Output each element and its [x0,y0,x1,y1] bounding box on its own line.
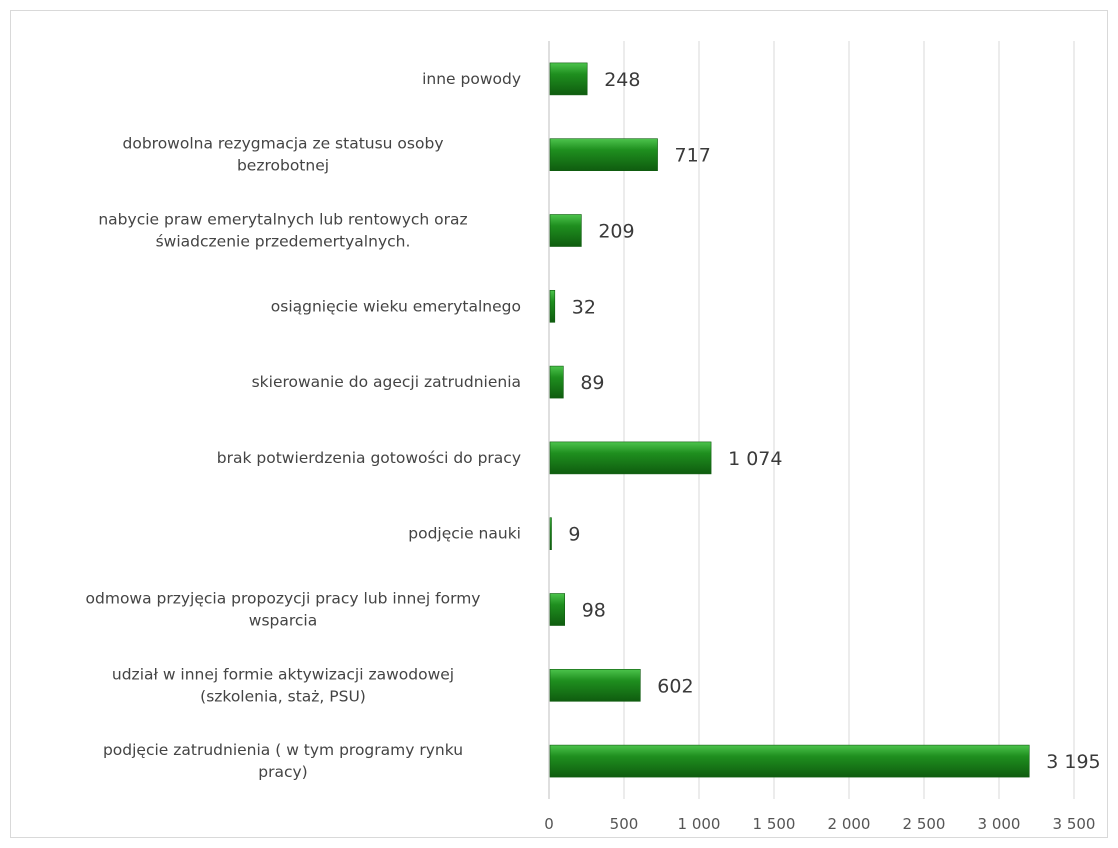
bar [549,744,1030,778]
data-label: 1 074 [728,448,782,470]
x-tick-label: 1 000 [678,815,721,833]
category-label: skierowanie do agecji zatrudnienia [252,373,521,391]
data-label: 3 195 [1046,751,1100,773]
data-label: 98 [582,600,606,622]
x-tick-label: 3 000 [978,815,1021,833]
x-axis-ticks: 0 500 1 000 1 500 2 000 2 500 3 000 3 500 [544,815,1095,833]
data-label: 89 [580,372,604,394]
bar [549,365,564,399]
category-label: odmowa przyjęcia propozycji pracy lub in… [86,590,481,630]
bar [549,138,658,171]
bars [549,62,1030,778]
bar-chart: inne powody dobrowolna rezygmacja ze stat… [86,41,1101,833]
category-label: podjęcie zatrudnienia ( w tym programy r… [103,741,463,781]
bar [549,62,588,96]
data-label: 9 [568,524,580,546]
x-tick-label: 2 500 [903,815,946,833]
x-tick-label: 2 000 [828,815,871,833]
category-label: udział w innej formie aktywizacji zawodo… [112,665,454,705]
bar [549,214,582,247]
bar [549,441,712,475]
data-label: 209 [598,221,634,243]
category-label: brak potwierdzenia gotowości do pracy [217,449,521,467]
bar [549,668,641,702]
x-tick-label: 500 [610,815,639,833]
x-tick-label: 1 500 [753,815,796,833]
data-label: 32 [572,296,596,318]
data-label: 602 [657,675,693,697]
bar [549,593,565,626]
category-labels: inne powody dobrowolna rezygmacja ze stat… [86,70,521,781]
bar [549,517,552,551]
x-tick-label: 0 [544,815,554,833]
category-label: nabycie praw emerytalnych lub rentowych … [98,211,467,251]
category-label: dobrowolna rezygmacja ze statusu osoby be… [123,135,444,175]
bar [549,289,556,323]
category-label: osiągnięcie wieku emerytalnego [271,297,521,315]
data-label: 248 [604,69,640,91]
chart-frame: inne powody dobrowolna rezygmacja ze stat… [10,10,1108,838]
data-labels: 248 717 209 32 89 1 074 9 98 602 3 195 [568,69,1100,773]
x-tick-label: 3 500 [1053,815,1096,833]
data-label: 717 [675,145,711,167]
category-label: inne powody [422,70,521,88]
category-label: podjęcie nauki [408,525,521,543]
